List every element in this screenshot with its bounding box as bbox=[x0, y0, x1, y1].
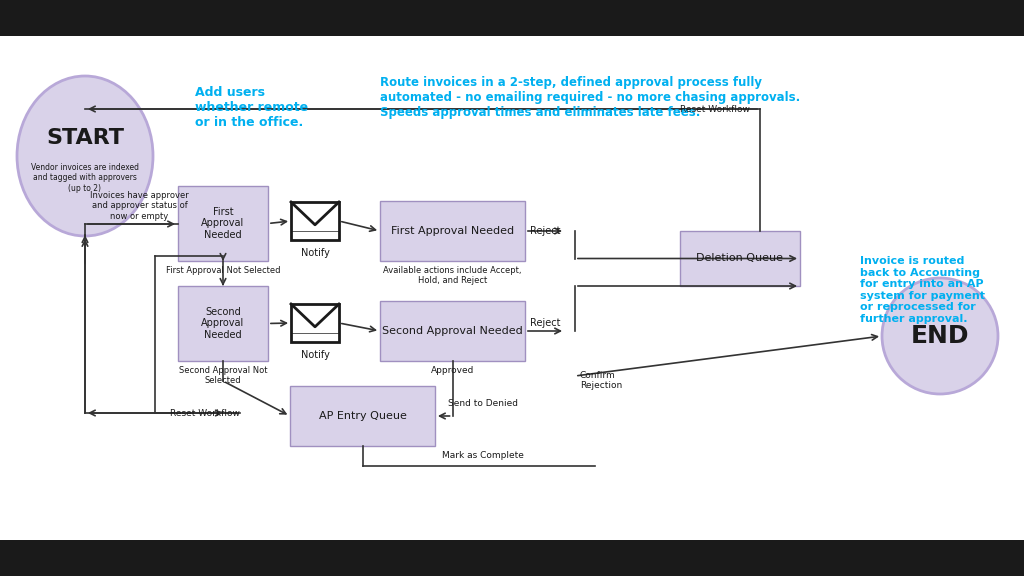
Text: Route invoices in a 2-step, defined approval process fully
automated - no emaili: Route invoices in a 2-step, defined appr… bbox=[380, 76, 800, 119]
Text: Approved: Approved bbox=[431, 366, 474, 375]
Text: Deletion Queue: Deletion Queue bbox=[696, 253, 783, 263]
FancyBboxPatch shape bbox=[380, 201, 525, 261]
FancyBboxPatch shape bbox=[178, 186, 268, 261]
FancyBboxPatch shape bbox=[290, 386, 435, 446]
FancyBboxPatch shape bbox=[0, 540, 1024, 576]
Ellipse shape bbox=[17, 76, 153, 236]
Text: First Approval Not Selected: First Approval Not Selected bbox=[166, 266, 281, 275]
Text: Reject: Reject bbox=[530, 226, 560, 236]
Bar bbox=[291, 304, 339, 342]
Text: Notify: Notify bbox=[301, 350, 330, 360]
Text: Second Approval Not
Selected: Second Approval Not Selected bbox=[179, 366, 267, 385]
Text: Invoice is routed
back to Accounting
for entry into an AP
system for payment
or : Invoice is routed back to Accounting for… bbox=[860, 256, 985, 324]
Text: Mark as Complete: Mark as Complete bbox=[441, 452, 523, 460]
FancyBboxPatch shape bbox=[178, 286, 268, 361]
Text: Invoices have approver
and approver status of
now or empty: Invoices have approver and approver stat… bbox=[90, 191, 188, 221]
Text: Second
Approval
Needed: Second Approval Needed bbox=[202, 307, 245, 340]
Text: Send to Denied: Send to Denied bbox=[447, 400, 517, 408]
Ellipse shape bbox=[882, 278, 998, 394]
FancyBboxPatch shape bbox=[0, 0, 1024, 36]
Text: First Approval Needed: First Approval Needed bbox=[391, 226, 514, 236]
Bar bbox=[291, 202, 339, 240]
Text: Reject: Reject bbox=[530, 318, 560, 328]
Text: Second Approval Needed: Second Approval Needed bbox=[382, 326, 523, 336]
Text: START: START bbox=[46, 128, 124, 148]
Text: Vendor invoices are indexed
and tagged with approvers
(up to 2): Vendor invoices are indexed and tagged w… bbox=[31, 163, 139, 193]
Text: First
Approval
Needed: First Approval Needed bbox=[202, 207, 245, 240]
FancyBboxPatch shape bbox=[380, 301, 525, 361]
Text: Available actions include Accept,
Hold, and Reject: Available actions include Accept, Hold, … bbox=[383, 266, 522, 285]
Text: Add users
whether remote
or in the office.: Add users whether remote or in the offic… bbox=[195, 86, 308, 129]
Text: Reset Workflow: Reset Workflow bbox=[170, 408, 240, 418]
Text: Notify: Notify bbox=[301, 248, 330, 258]
Text: Confirm
Rejection: Confirm Rejection bbox=[580, 371, 623, 391]
FancyBboxPatch shape bbox=[680, 231, 800, 286]
Text: AP Entry Queue: AP Entry Queue bbox=[318, 411, 407, 421]
Text: END: END bbox=[910, 324, 970, 348]
Text: Reset Workflow: Reset Workflow bbox=[680, 104, 750, 113]
